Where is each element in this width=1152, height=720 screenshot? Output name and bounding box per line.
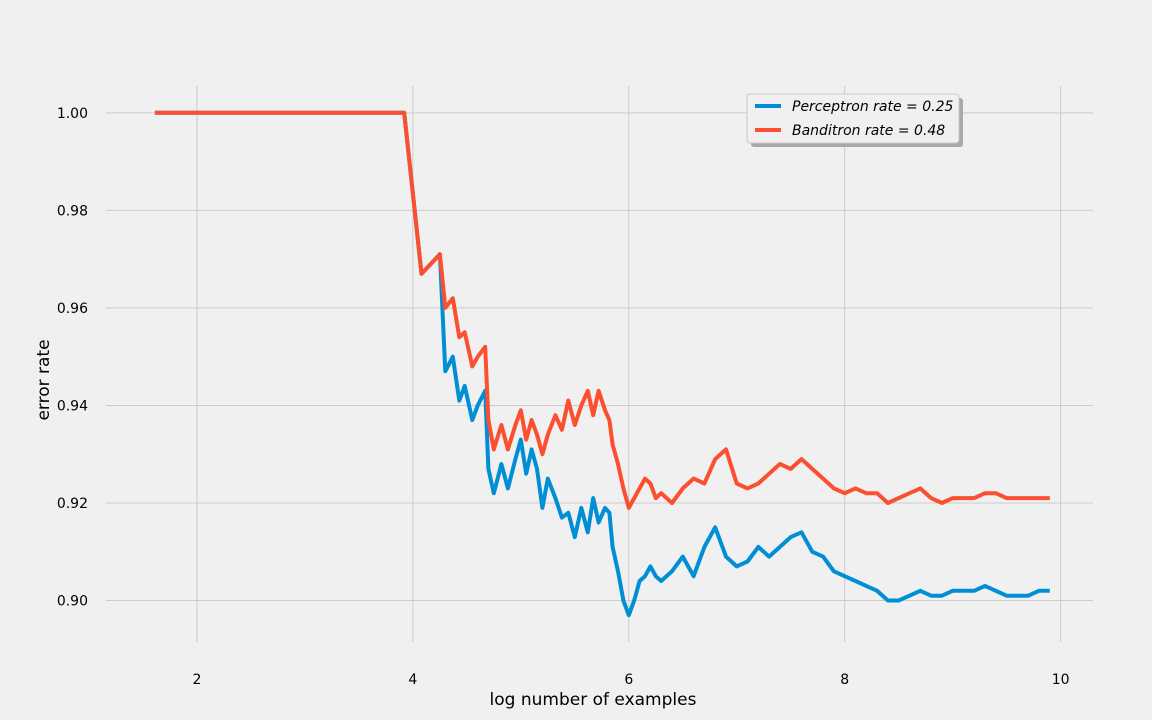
legend: Perceptron rate = 0.25 Banditron rate = …: [746, 93, 963, 147]
x-tick-label: 6: [624, 672, 633, 688]
legend-label-perceptron: Perceptron rate = 0.25: [792, 99, 953, 115]
y-tick-label: 0.92: [57, 496, 88, 512]
y-tick-label: 1.00: [57, 106, 88, 122]
y-tick-label: 0.90: [57, 594, 88, 610]
legend-box: [746, 93, 960, 144]
x-tick-label: 8: [840, 672, 849, 688]
y-axis-label: error rate: [34, 339, 54, 420]
x-tick-label: 10: [1052, 672, 1070, 688]
y-tick-label: 0.96: [57, 301, 88, 317]
x-axis-ticks: 2 4 6 8 10: [193, 672, 1070, 688]
series-line-banditron: [154, 110, 1050, 510]
y-axis-ticks: 0.90 0.92 0.94 0.96 0.98 1.00: [57, 106, 88, 610]
y-tick-label: 0.94: [57, 398, 88, 414]
series-line-perceptron: [154, 110, 1050, 618]
y-tick-label: 0.98: [57, 203, 88, 219]
series-lines: [154, 110, 1050, 618]
x-tick-label: 2: [193, 672, 202, 688]
x-axis-label: log number of examples: [490, 690, 697, 710]
x-tick-label: 4: [408, 672, 417, 688]
legend-label-banditron: Banditron rate = 0.48: [792, 123, 945, 139]
